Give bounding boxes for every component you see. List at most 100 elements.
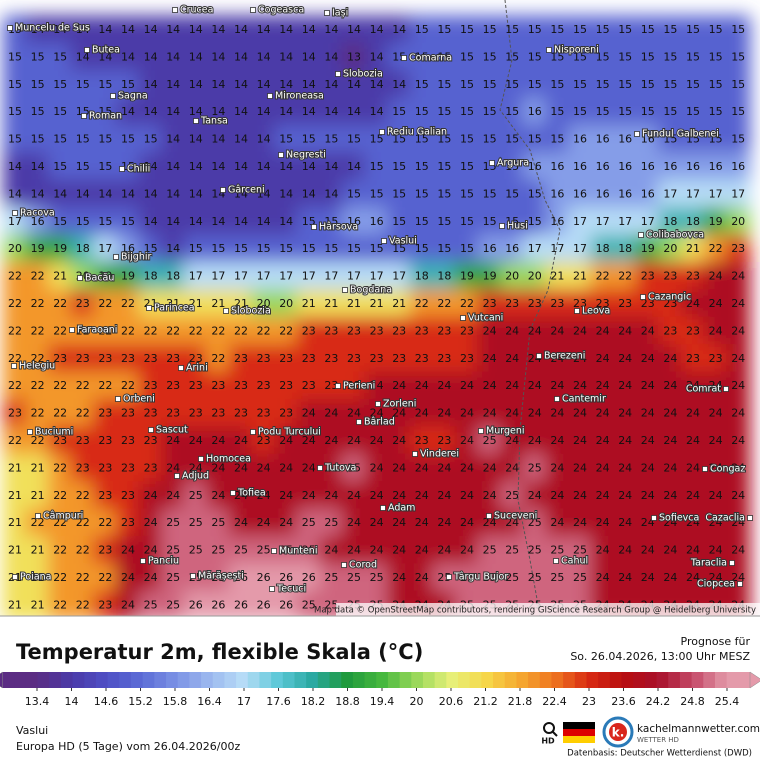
grid-value: 15 [641,78,655,91]
grid-value: 17 [573,242,587,255]
temperature-cell [183,316,209,347]
grid-value: 24 [347,434,361,447]
grid-value: 14 [31,160,45,173]
temperature-cell [296,97,322,127]
grid-value: 16 [618,133,632,146]
grid-value: 24 [460,516,474,529]
search-icon[interactable] [543,722,558,737]
temperature-cell [206,124,231,155]
temperature-cell [725,289,751,319]
temperature-cell [228,70,254,100]
temperature-cell [228,344,254,374]
temperature-cell [183,371,209,401]
temperature-cell [2,70,28,100]
brand[interactable]: kachelmannwetter.com [637,723,760,735]
grid-value: 15 [663,105,677,118]
grid-value: 24 [370,544,384,557]
temperature-cell [386,261,412,292]
temperature-cell [273,124,299,155]
temperature-cell [590,15,615,45]
logo[interactable]: k. [602,716,634,748]
place-label: Sascut [156,425,188,436]
temperature-cell [635,344,661,374]
grid-value: 14 [8,160,22,173]
grid-value: 23 [370,352,384,365]
grid-value: 23 [437,324,451,337]
grid-value: 14 [234,160,248,173]
temperature-cell [590,316,615,347]
colorbar-segment [60,672,74,688]
temperature-cell [70,179,96,210]
temperature-cell [296,70,322,100]
grid-value: 18 [596,242,610,255]
grid-value: 15 [618,105,632,118]
grid-value: 23 [302,352,316,365]
grid-value: 22 [76,489,90,502]
grid-value: 14 [189,187,203,200]
grid-value: 26 [234,598,248,611]
grid-value: 23 [686,324,700,337]
grid-value: 22 [211,352,225,365]
grid-value: 23 [302,324,316,337]
temperature-cell [635,42,661,73]
temperature-cell [612,261,638,292]
grid-value: 24 [144,489,158,502]
grid-value: 24 [302,489,316,502]
grid-value: 24 [347,544,361,557]
grid-value: 23 [76,434,90,447]
grid-value: 15 [279,133,293,146]
grid-value: 20 [505,270,519,283]
grid-value: 22 [709,242,723,255]
temperature-cell [477,535,502,566]
grid-value: 15 [98,133,112,146]
grid-value: 17 [211,270,225,283]
temperature-cell [612,97,638,127]
place-marker [489,160,495,166]
grid-value: 24 [709,461,723,474]
temperature-cell [545,344,570,374]
grid-value: 22 [437,297,451,310]
grid-value: 21 [31,489,45,502]
grid-value: 14 [211,78,225,91]
temperature-cell [635,316,661,347]
grid-value: 23 [166,407,180,420]
temperature-cell [70,152,96,182]
grid-value: 15 [618,23,632,36]
grid-value: 24 [573,461,587,474]
colorbar-segment [271,672,284,688]
temperature-cell [432,124,457,155]
temperature-cell [341,179,367,210]
temperature-cell [228,234,254,264]
grid-value: 15 [392,187,406,200]
temperature-cell [499,289,525,319]
temperature-cell [635,15,661,45]
place-marker [77,275,83,281]
temperature-cell [47,508,73,538]
grid-value: 23 [121,407,135,420]
place-label: Helegiu [19,361,55,372]
temperature-cell [432,344,457,374]
colorbar-tick-label: 14.6 [94,695,119,708]
place-marker [271,548,277,554]
place-label: Tecuci [276,584,306,595]
temperature-cell [409,207,435,237]
colorbar-segment [493,672,506,688]
temperature-cell [115,42,141,73]
grid-value: 15 [415,78,429,91]
temperature-cell [567,152,593,182]
grid-value: 23 [460,352,474,365]
grid-value: 24 [189,461,203,474]
grid-value: 17 [324,270,338,283]
temperature-cell [545,398,570,429]
place-label: Muncelu de Sus [15,23,90,34]
grid-value: 22 [618,270,632,283]
grid-value: 14 [166,78,180,91]
temperature-cell [47,371,73,401]
colorbar-tick-label: 17.6 [266,695,291,708]
grid-value: 14 [121,23,135,36]
temperature-cell [386,179,412,210]
grid-value: 24 [257,516,271,529]
temperature-cell [386,70,412,100]
map: 15 14 14 14 14 14 14 14 14 14 14 14 14 14 14 14 14 14 15 15… [2,0,760,616]
temperature-cell [364,453,389,484]
